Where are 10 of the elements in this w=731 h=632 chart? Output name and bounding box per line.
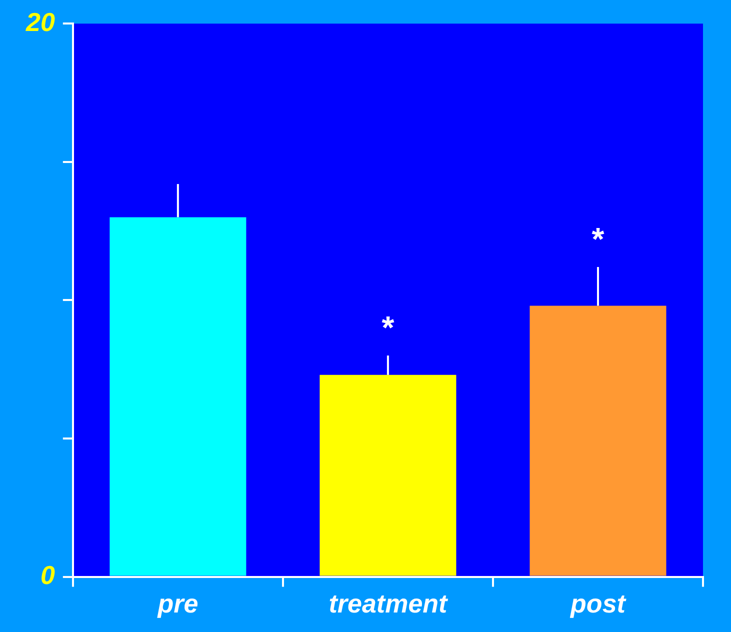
y-tick-label: 20 bbox=[25, 6, 56, 37]
x-tick-label: pre bbox=[156, 588, 198, 619]
x-tick-label: post bbox=[570, 588, 627, 619]
bar bbox=[530, 306, 666, 576]
x-tick-label: treatment bbox=[328, 588, 449, 619]
annotation: * bbox=[592, 220, 605, 257]
y-tick-label: 0 bbox=[40, 560, 56, 590]
bar bbox=[320, 374, 456, 576]
bar bbox=[110, 217, 246, 576]
annotation: * bbox=[382, 309, 395, 346]
